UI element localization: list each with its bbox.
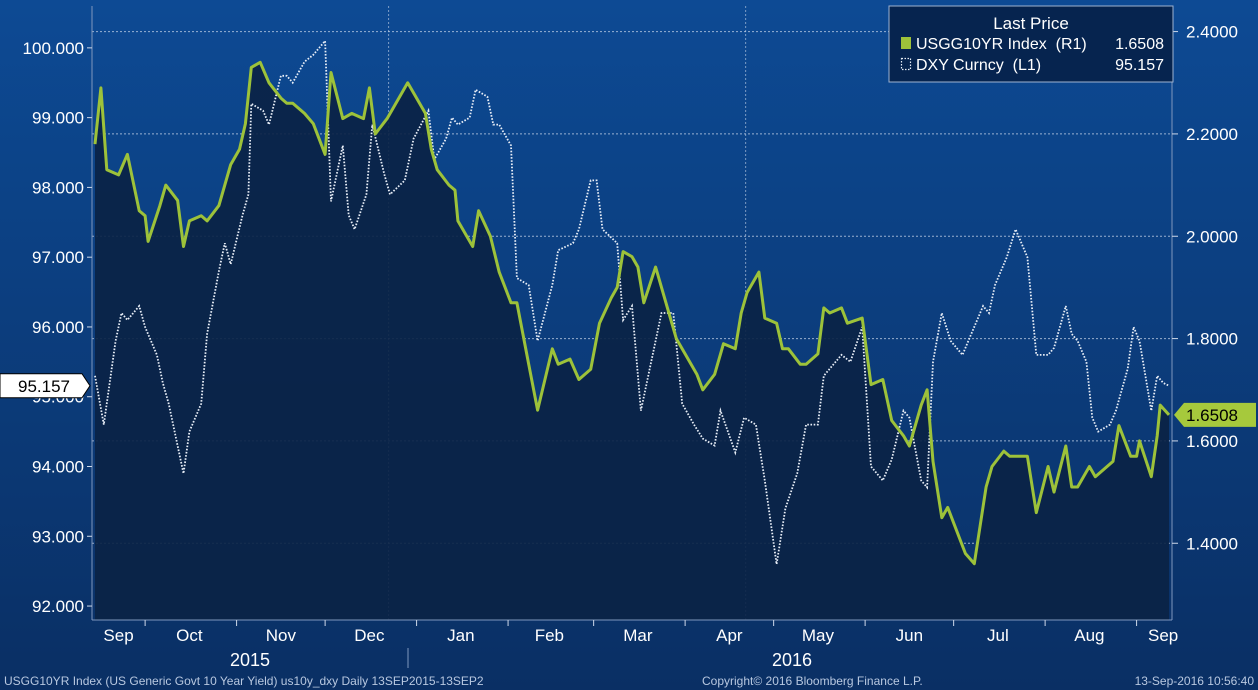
- left-tick-label: 99.000: [32, 109, 84, 128]
- footer-right: 13-Sep-2016 10:56:40: [1135, 674, 1255, 688]
- x-year-label: 2016: [772, 650, 812, 670]
- right-tick-label: 2.2000: [1186, 125, 1238, 144]
- left-tick-label: 97.000: [32, 248, 84, 267]
- legend-item-label: USGG10YR Index (R1): [916, 36, 1087, 53]
- legend-swatch-solid: [901, 37, 911, 49]
- x-tick-label: Dec: [354, 626, 385, 645]
- x-tick-label: Jul: [987, 626, 1009, 645]
- yield-series-line: [93, 60, 1171, 566]
- x-tick-label: Aug: [1074, 626, 1104, 645]
- x-year-label: 2015: [230, 650, 270, 670]
- right-tick-label: 2.0000: [1186, 227, 1238, 246]
- x-tick-label: Mar: [623, 626, 653, 645]
- x-tick-label: Feb: [535, 626, 564, 645]
- last-value-badge-left: 95.157: [0, 373, 91, 399]
- right-tick-label: 1.4000: [1186, 534, 1238, 553]
- left-tick-label: 100.000: [23, 39, 84, 58]
- legend-item-value: 95.157: [1115, 57, 1164, 74]
- x-tick-label: Sep: [1148, 626, 1178, 645]
- x-tick-label: Nov: [266, 626, 297, 645]
- x-tick-label: Apr: [716, 626, 743, 645]
- legend-box: [888, 5, 1174, 83]
- right-tick-label: 1.8000: [1186, 330, 1238, 349]
- badge-left-shape: [0, 373, 91, 399]
- last-value-badge-right: 1.6508: [1174, 402, 1256, 427]
- x-tick-label: Jan: [447, 626, 474, 645]
- dxy-series-line: [94, 38, 1170, 565]
- left-tick-label: 96.000: [32, 318, 84, 337]
- left-tick-label: 92.000: [32, 597, 84, 616]
- right-tick-label: 2.4000: [1186, 23, 1238, 42]
- x-tick-label: May: [802, 626, 835, 645]
- badge-right-shape: [1174, 402, 1256, 427]
- footer-left: USGG10YR Index (US Generic Govt 10 Year …: [4, 674, 484, 688]
- legend-item-value: 1.6508: [1115, 36, 1164, 53]
- badge-left-text: 95.157: [18, 377, 70, 396]
- yield-area: [95, 62, 1169, 620]
- legend-swatch-dotted: [900, 57, 912, 71]
- axes: 100.00099.00098.00097.00096.00095.00094.…: [0, 6, 1256, 670]
- x-tick-label: Jun: [896, 626, 923, 645]
- x-tick-label: Sep: [103, 626, 133, 645]
- footer: USGG10YR Index (US Generic Govt 10 Year …: [4, 674, 1254, 688]
- plot-area: [93, 38, 1171, 620]
- left-tick-label: 94.000: [32, 458, 84, 477]
- footer-middle: Copyright© 2016 Bloomberg Finance L.P.: [702, 674, 923, 688]
- legend: Last Price USGG10YR Index (R1) 1.6508 DX…: [888, 5, 1174, 83]
- left-tick-label: 98.000: [32, 178, 84, 197]
- right-tick-label: 1.6000: [1186, 432, 1238, 451]
- left-tick-label: 93.000: [32, 527, 84, 546]
- badge-right-text: 1.6508: [1186, 406, 1238, 425]
- legend-item-label: DXY Curncy (L1): [916, 57, 1041, 74]
- x-tick-label: Oct: [176, 626, 203, 645]
- legend-title: Last Price: [993, 14, 1069, 33]
